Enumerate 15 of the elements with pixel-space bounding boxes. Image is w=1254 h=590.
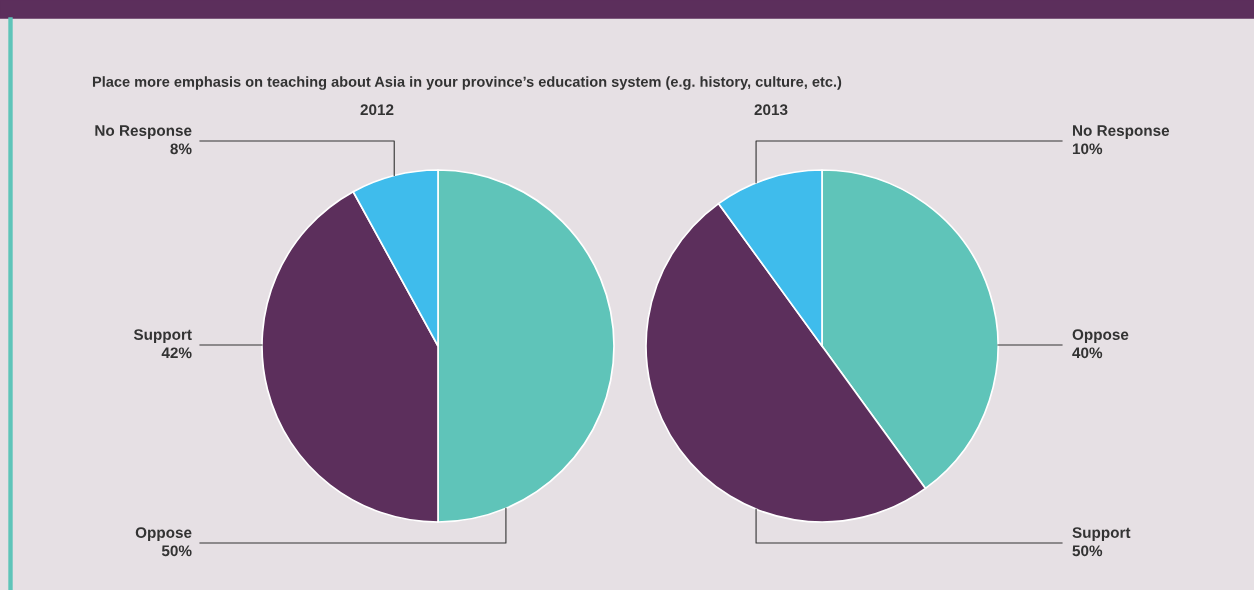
data-label: 50% — [161, 545, 192, 557]
chart-title: 2013 — [754, 104, 788, 116]
slice-label: No Response — [1073, 125, 1170, 139]
data-label: 8% — [170, 143, 192, 155]
slice-label: Support — [1072, 527, 1131, 541]
slice-label: No Response — [95, 125, 192, 139]
slice-label: Oppose — [135, 527, 192, 541]
text: Place more emphasis on teaching about Asia in your province’s education system (e.g. history, culture, etc.) — [92, 76, 842, 90]
data-label: 10% — [1072, 143, 1103, 155]
chart-title: 2012 — [360, 104, 394, 116]
data-label: 40% — [1072, 347, 1103, 359]
slice-label: Oppose — [1072, 329, 1129, 343]
data-label: 50% — [1072, 545, 1103, 557]
slice-label: Support — [133, 329, 192, 343]
data-label: 42% — [161, 347, 192, 359]
